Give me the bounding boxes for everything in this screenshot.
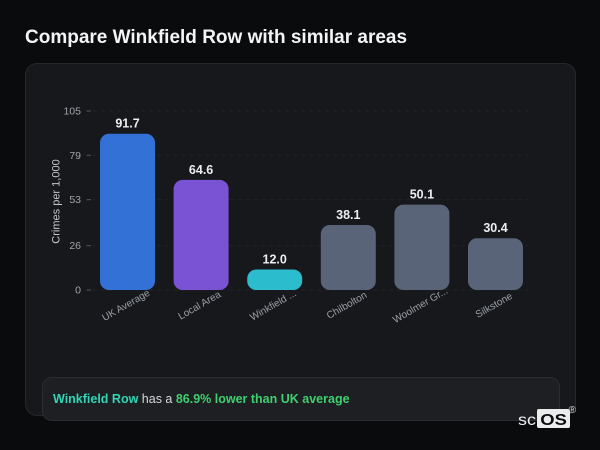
- svg-text:50.1: 50.1: [410, 188, 434, 202]
- svg-text:105: 105: [63, 106, 81, 118]
- svg-text:0: 0: [75, 285, 81, 297]
- svg-text:Crimes per 1,000: Crimes per 1,000: [51, 159, 63, 243]
- svg-text:79: 79: [69, 150, 81, 162]
- svg-text:38.1: 38.1: [336, 208, 360, 222]
- svg-text:Silkstone: Silkstone: [474, 291, 515, 321]
- svg-text:UK Average: UK Average: [100, 288, 152, 324]
- svg-text:26: 26: [69, 240, 81, 252]
- svg-text:Chilbolton: Chilbolton: [325, 290, 369, 322]
- svg-text:91.7: 91.7: [115, 117, 139, 131]
- svg-text:Woolmer Gr...: Woolmer Gr...: [391, 286, 450, 326]
- svg-text:Winkfield ...: Winkfield ...: [248, 288, 298, 323]
- svg-text:64.6: 64.6: [189, 163, 213, 177]
- svg-text:12.0: 12.0: [263, 253, 287, 267]
- svg-text:53: 53: [69, 194, 81, 206]
- svg-text:Local Area: Local Area: [177, 289, 224, 322]
- svg-text:30.4: 30.4: [483, 221, 507, 235]
